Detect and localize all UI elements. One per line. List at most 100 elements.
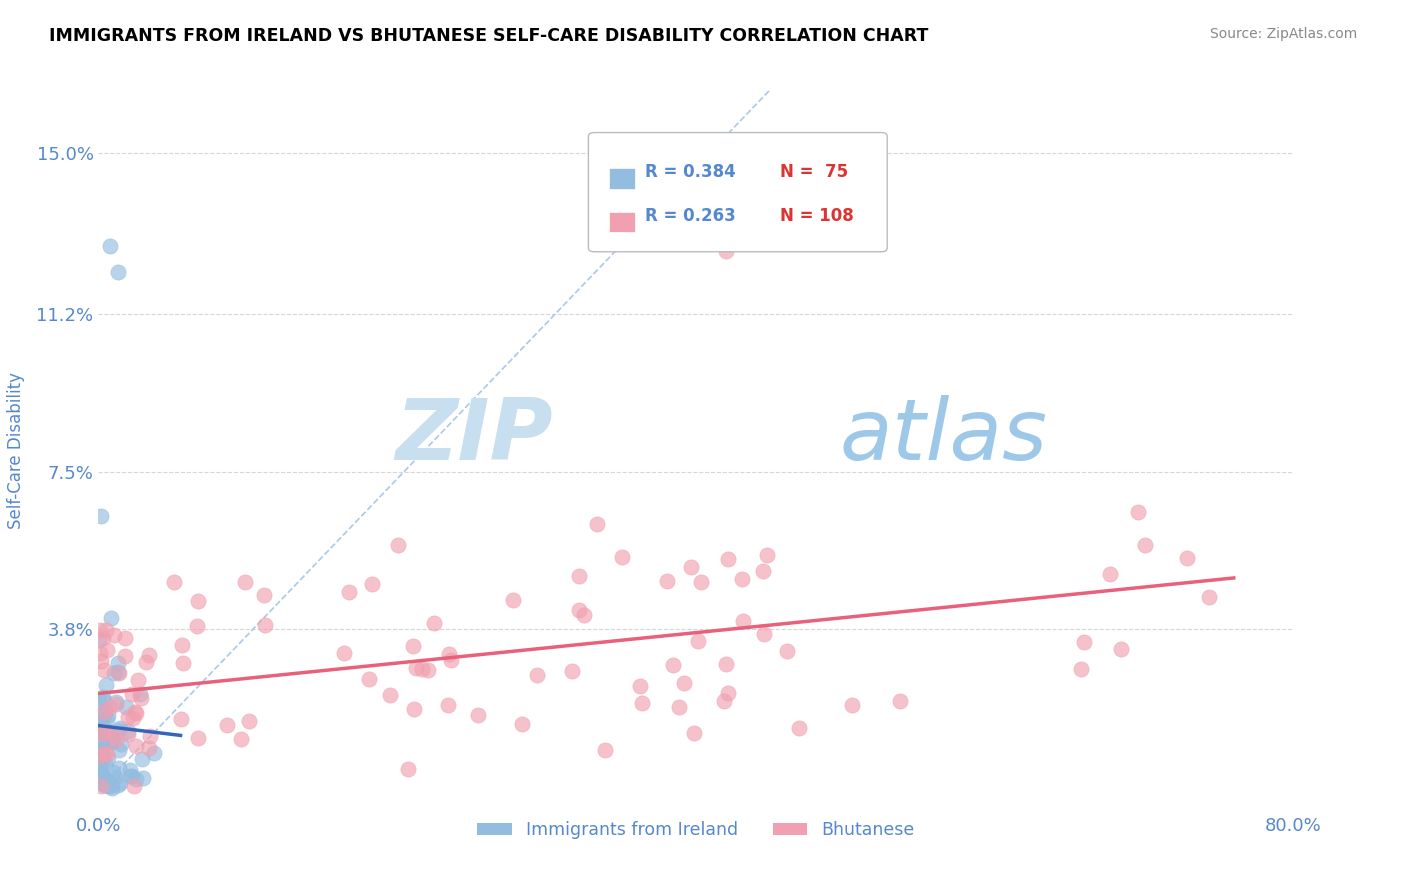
Point [104,732,127,747]
Point [96,642,118,657]
Point [90,742,112,756]
Point [89,768,111,782]
Point [1073,635,1095,649]
Point [561,665,583,679]
Point [402,639,425,653]
Point [187,593,209,607]
Point [104,770,127,784]
Point [103,665,125,680]
Point [118,763,141,777]
Text: R = 0.384: R = 0.384 [644,163,735,181]
FancyBboxPatch shape [609,211,636,232]
Point [662,657,685,672]
Point [90,775,112,789]
Point [717,685,740,699]
Point [89,718,111,732]
Y-axis label: Self-Care Disability: Self-Care Disability [7,372,25,529]
Point [655,574,678,589]
Point [90,509,112,524]
Point [121,769,143,783]
Point [752,564,775,578]
Point [89,633,111,648]
Point [405,661,427,675]
Point [713,694,735,708]
Point [93,723,115,738]
Point [114,649,136,664]
Point [93,722,115,736]
Point [1109,641,1132,656]
Point [143,747,166,761]
Point [333,646,356,660]
Point [107,656,129,670]
Point [89,646,111,660]
Point [93,705,115,719]
Point [138,648,160,662]
Point [574,607,596,622]
Point [89,725,111,739]
Point [94,757,117,772]
Point [132,772,155,786]
Text: R = 0.263: R = 0.263 [644,207,735,225]
Point [96,723,118,738]
Point [93,707,115,722]
Point [668,700,690,714]
Text: Source: ZipAtlas.com: Source: ZipAtlas.com [1209,27,1357,41]
Point [91,727,114,741]
Point [89,735,111,749]
Point [89,748,111,763]
Point [593,742,616,756]
Point [612,549,634,564]
Point [253,618,276,632]
Point [100,735,122,749]
Point [510,717,533,731]
Text: IMMIGRANTS FROM IRELAND VS BHUTANESE SELF-CARE DISABILITY CORRELATION CHART: IMMIGRANTS FROM IRELAND VS BHUTANESE SEL… [49,27,928,45]
Point [437,647,460,661]
Point [730,573,752,587]
Point [97,708,120,723]
Point [89,708,111,723]
Point [396,762,419,776]
Point [688,634,710,648]
Point [402,702,425,716]
Point [128,687,150,701]
Point [163,574,186,589]
Point [91,770,114,784]
Point [138,741,160,756]
Point [682,726,704,740]
Point [138,729,160,743]
Point [96,713,118,727]
Point [568,568,591,582]
Point [361,577,384,591]
FancyBboxPatch shape [609,169,636,189]
Point [714,244,737,258]
Point [585,517,607,532]
Point [90,772,112,786]
Point [89,761,111,775]
Point [105,697,128,711]
Point [103,734,125,748]
Point [117,710,139,724]
Point [129,691,152,706]
Point [681,560,703,574]
Point [91,690,114,704]
Point [776,643,799,657]
Point [1128,504,1150,518]
Point [172,657,194,671]
Point [103,628,125,642]
Point [98,700,121,714]
Point [90,714,112,728]
Point [337,585,360,599]
Point [107,665,129,679]
Point [97,780,120,794]
Point [90,755,112,769]
Point [96,735,118,749]
Point [423,615,446,630]
Point [841,698,863,713]
Point [89,756,111,771]
Point [110,737,132,751]
Point [97,750,120,764]
Point [94,728,117,742]
Point [107,778,129,792]
Point [238,714,260,728]
Point [502,593,524,607]
